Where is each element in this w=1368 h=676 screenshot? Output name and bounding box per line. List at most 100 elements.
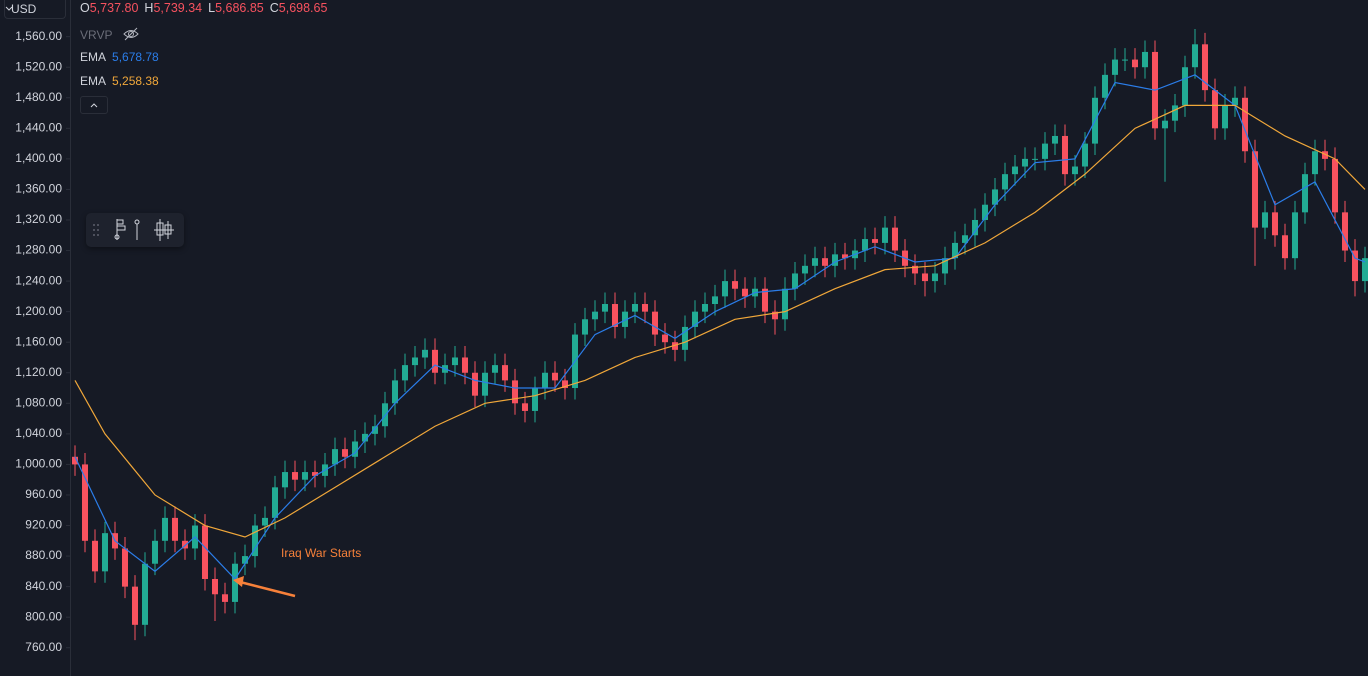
floating-toolbar [86,213,184,247]
indicator-name: EMA [80,74,107,88]
candle-body [1002,174,1008,190]
candle-body [582,319,588,335]
ohlc-label: L [208,1,216,15]
candle-body [612,304,618,327]
y-tick-label: 920.00 [25,518,62,532]
currency-select[interactable]: USD [4,0,66,19]
candle-body [1052,135,1058,144]
candle-body [1242,97,1248,152]
candle-body [1302,174,1308,213]
candle-body [642,304,648,312]
indicator-name: VRVP [80,28,113,42]
candle-body [242,556,248,564]
candle-body [1042,143,1048,159]
candle-body [562,380,568,389]
candle-body [1202,44,1208,91]
candle-body [302,472,308,480]
candle-body [312,472,318,476]
candle-body [402,365,408,381]
candle-body [622,311,628,327]
candle-body [1062,135,1068,175]
chevron-up [90,103,98,108]
candle-body [842,254,848,259]
candle-body [1212,90,1218,129]
ema-row: EMA 5,258.38 [80,74,159,88]
candle-body [1272,212,1278,236]
hidden-icon[interactable] [122,27,140,41]
currency: USD [11,2,37,16]
ohlc-label: O [80,1,90,15]
candle-body [432,349,438,373]
ohlc-value: 5,739.34 [153,1,203,15]
candle-body [982,204,988,220]
tool-pin[interactable] [134,219,140,240]
candle-body [202,525,208,579]
y-tick-label: 1,280.00 [15,243,62,257]
candle-body [392,380,398,404]
candle-body [92,540,98,572]
ohlc-value: 5,698.65 [278,1,328,15]
candle-body [422,349,428,358]
candle-body [102,533,108,572]
candle-body [1292,212,1298,259]
candle-body [272,487,278,518]
y-tick-label: 1,040.00 [15,426,62,440]
candle-body [142,563,148,625]
candle-body [72,456,78,465]
candle-body [1032,158,1038,160]
candle-body [162,517,168,541]
candle-body [962,235,968,243]
candle-body [702,304,708,312]
candle-body [1122,59,1128,61]
candle-body [502,365,508,381]
indicator-value: 5,678.78 [112,50,159,64]
candle-body [332,449,338,465]
candle-body [1132,59,1138,68]
candle-body [862,239,868,251]
candle-body [182,540,188,549]
candle-body [942,258,948,274]
candle-body [1332,158,1338,213]
candle-body [712,296,718,305]
candle-body [1192,44,1198,68]
candle-body [662,334,668,343]
candle-body [82,464,88,541]
candle-body [1252,151,1258,228]
ohlc-value: 5,737.80 [89,1,139,15]
y-tick-label: 960.00 [25,487,62,501]
candle-body [672,342,678,350]
candle-body [742,288,748,297]
y-tick-label: 1,480.00 [15,90,62,104]
candle-body [762,288,768,312]
candle-body [452,357,458,366]
candle-body [1342,212,1348,251]
candle-body [1142,51,1148,68]
y-tick-label: 800.00 [25,609,62,623]
candle-body [212,578,218,595]
candle-body [1262,212,1268,228]
candle-body [1352,250,1358,282]
candle-body [732,281,738,289]
candle-body [482,372,488,396]
candle-body [172,517,178,541]
candle-body [1312,151,1318,175]
candle-body [492,365,498,373]
y-tick-label: 1,520.00 [15,59,62,73]
candle-body [722,281,728,297]
tool-candles[interactable] [154,219,174,241]
collapse-button[interactable] [80,96,108,114]
candle-body [132,586,138,625]
tool-flag[interactable] [114,219,126,240]
y-tick-label: 840.00 [25,579,62,593]
y-tick-label: 1,120.00 [15,365,62,379]
candle-body [362,433,368,442]
candle-body [772,311,778,320]
candle-body [352,441,358,457]
y-tick-label: 1,160.00 [15,334,62,348]
candle-body [152,540,158,564]
ohlc-legend: O5,737.80 H5,739.34 L5,686.85 C5,698.65 [80,1,333,15]
candle-body [632,304,638,312]
y-tick-label: 1,360.00 [15,182,62,196]
